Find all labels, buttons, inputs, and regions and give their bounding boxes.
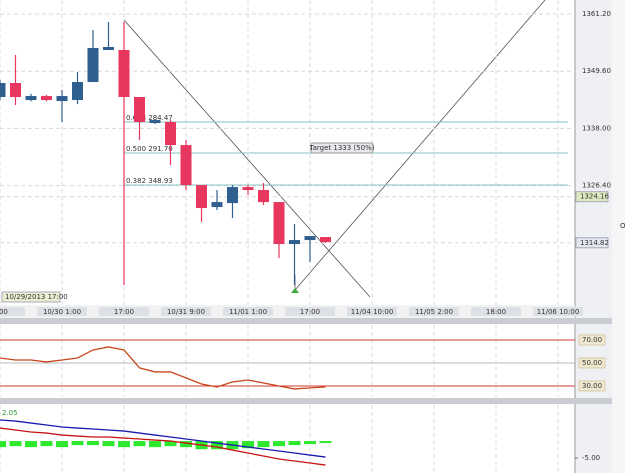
x-tick-box	[471, 307, 521, 316]
x-tick-box	[223, 307, 273, 316]
histogram-bar	[180, 441, 192, 448]
candle-body	[211, 202, 223, 208]
candle-body	[149, 120, 161, 124]
candle-body	[103, 47, 114, 51]
series-line	[0, 427, 326, 466]
side-text: O	[620, 222, 625, 230]
histogram-bar	[273, 441, 285, 447]
tick-box	[578, 380, 606, 392]
target-box	[310, 142, 374, 154]
candle-body	[118, 50, 130, 98]
side-strip	[612, 0, 625, 473]
price-label: 1314.82	[580, 239, 609, 247]
histogram-bar	[0, 441, 6, 448]
histogram-bar	[9, 441, 22, 447]
histogram-bar	[56, 441, 68, 448]
histogram-bar	[304, 441, 316, 445]
x-tick-box	[347, 307, 397, 316]
histogram-bar	[71, 441, 84, 446]
x-tick-label: 9:00	[0, 308, 8, 316]
histogram-bar	[118, 441, 130, 448]
price-box	[575, 237, 609, 249]
x-tick-label: 10/30 1:00	[43, 308, 81, 316]
panel-separator	[0, 398, 612, 404]
histogram-bar	[211, 441, 223, 450]
histogram-bar	[242, 441, 254, 449]
candle-body	[0, 83, 6, 98]
target-label: Target 1333 (50%)	[309, 144, 375, 152]
x-tick-label: 11/06 10:00	[537, 308, 580, 316]
tick-box	[578, 334, 606, 346]
histogram-bar	[288, 441, 301, 446]
x-tick-label: 18:00	[486, 308, 506, 316]
x-tick-box	[37, 307, 87, 316]
panel-label: 2.05	[2, 409, 18, 417]
arrow-marker	[291, 288, 299, 293]
x-tick-box	[409, 307, 459, 316]
date-label: 10/29/2013 17:00	[5, 293, 68, 301]
y-tick-label: 70.00	[582, 336, 602, 344]
candle-body	[25, 96, 37, 101]
price-axis	[575, 0, 612, 473]
candle-body	[72, 82, 83, 101]
candle-body	[289, 240, 300, 245]
candle-body	[258, 190, 269, 203]
x-tick-label: 11/04 10:00	[351, 308, 394, 316]
histogram-bar	[257, 441, 270, 448]
x-tick-label: 11/05 2:00	[415, 308, 453, 316]
y-tick-label: 1338.00	[582, 124, 611, 132]
candle-body	[320, 237, 331, 243]
histogram-bar	[40, 441, 53, 447]
candle-body	[242, 187, 254, 191]
trend-line	[294, 0, 546, 291]
candle-body	[56, 96, 68, 102]
x-tick-label: 10/31 9:00	[167, 308, 205, 316]
price-box	[575, 191, 609, 203]
candle-body	[41, 96, 52, 101]
candle-body	[304, 236, 316, 241]
histogram-bar	[87, 441, 99, 446]
candle-body	[273, 202, 285, 245]
candle-body	[134, 97, 145, 123]
x-tick-label: 11/01 1:00	[229, 308, 267, 316]
x-tick-box	[99, 307, 149, 316]
y-tick-label: 50.00	[582, 359, 602, 367]
tick-box	[578, 357, 606, 369]
histogram-bar	[25, 441, 37, 448]
candle-body	[227, 187, 238, 204]
fib-label: 0.382 348.93	[126, 177, 173, 185]
candle-body	[180, 145, 192, 186]
fib-label: 0.618 284.47	[126, 114, 173, 122]
histogram-bar	[319, 441, 332, 444]
y-tick-label: 1361.20	[582, 10, 611, 18]
x-tick-label: 17:00	[300, 308, 320, 316]
y-tick-label: 30.00	[582, 382, 602, 390]
y-tick-label: -5.00	[582, 454, 600, 462]
trend-line	[123, 19, 371, 298]
candle-body	[10, 83, 21, 98]
y-tick-label: 1326.40	[582, 182, 611, 190]
histogram-bar	[164, 441, 177, 447]
candle-body	[165, 122, 176, 146]
fib-label: 0.500 291.70	[126, 145, 173, 153]
x-tick-box	[0, 307, 25, 316]
histogram-bar	[133, 441, 146, 447]
x-tick-label: 17:00	[114, 308, 134, 316]
y-tick-label: 1349.60	[582, 67, 611, 75]
candle-body	[87, 47, 99, 83]
x-tick-box	[533, 307, 583, 316]
date-box	[1, 291, 61, 303]
series-line	[0, 346, 326, 390]
panel-separator	[0, 318, 612, 324]
candle-body	[196, 185, 207, 209]
histogram-bar	[149, 441, 161, 448]
price-label: 1324.16	[580, 193, 609, 201]
x-tick-box	[285, 307, 335, 316]
series-line	[0, 419, 326, 458]
histogram-bar	[102, 441, 115, 447]
x-tick-box	[161, 307, 211, 316]
